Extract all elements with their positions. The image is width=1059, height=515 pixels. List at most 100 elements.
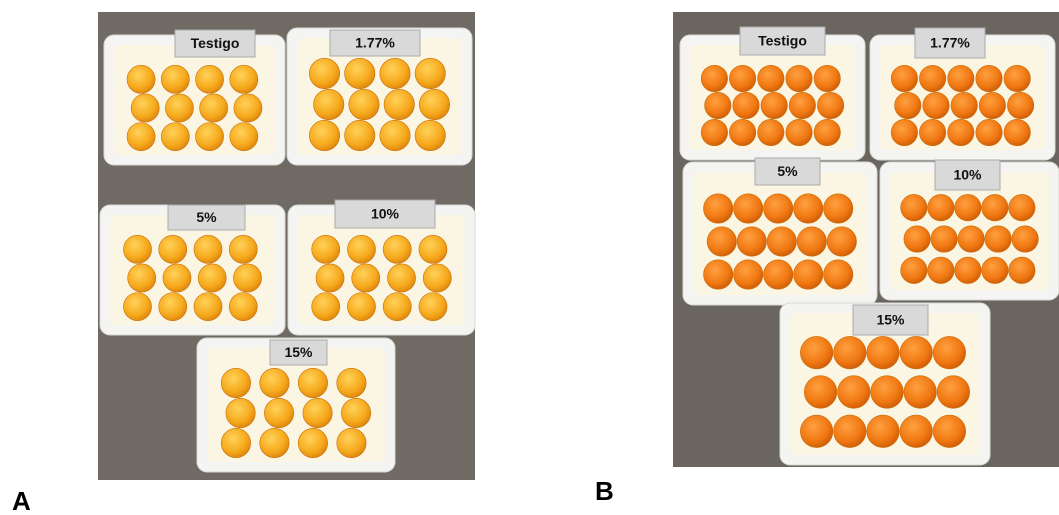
yolk: [817, 91, 845, 120]
yolk: [414, 58, 446, 89]
tray-label-box: [174, 29, 256, 58]
yolk: [766, 226, 797, 257]
tray-label-box: [739, 26, 826, 56]
tray-label-box: [914, 27, 986, 59]
yolk: [700, 64, 728, 93]
tray-label: 15%: [876, 312, 905, 328]
yolk: [229, 122, 259, 152]
yolk: [922, 91, 950, 120]
yolk: [732, 91, 760, 120]
tray-label: 10%: [953, 167, 982, 183]
yolk: [1007, 91, 1035, 120]
yolk: [160, 122, 190, 152]
yolk: [309, 58, 341, 89]
yolk: [309, 120, 341, 151]
yolk: [126, 122, 156, 152]
yolk: [228, 292, 258, 322]
yolk: [220, 427, 251, 458]
tray-label-box: [167, 204, 246, 231]
yolk: [259, 427, 290, 458]
yolk: [804, 375, 838, 409]
yolk: [785, 118, 813, 147]
yolk: [379, 120, 411, 151]
yolk: [703, 259, 734, 290]
yolk: [199, 93, 229, 123]
yolk: [336, 427, 367, 458]
yolk: [160, 64, 190, 94]
yolk: [706, 226, 737, 257]
yolk: [793, 259, 824, 290]
yolk: [347, 292, 376, 322]
yolk: [700, 118, 728, 147]
yolk: [297, 367, 328, 398]
yolk: [984, 225, 1012, 253]
panel: B Testigo 1.77% 5% 10% 15%: [595, 12, 1059, 506]
yolk: [311, 292, 341, 322]
yolk: [197, 263, 227, 293]
yolk: [900, 256, 928, 284]
yolk: [793, 193, 824, 224]
yolk: [418, 234, 448, 264]
yolk: [302, 397, 333, 428]
yolk: [736, 226, 767, 257]
yolk: [1011, 225, 1039, 253]
tray-label: 5%: [777, 163, 798, 179]
yolk: [165, 93, 194, 123]
yolk: [823, 193, 854, 224]
yolk: [930, 225, 958, 253]
yolk: [950, 91, 978, 120]
yolk: [932, 414, 966, 448]
yolk: [313, 89, 345, 120]
tray-label: 10%: [371, 206, 400, 222]
yolk: [229, 64, 259, 94]
yolk: [233, 263, 262, 293]
yolk: [264, 397, 295, 428]
yolk: [123, 234, 152, 264]
yolk: [127, 263, 157, 293]
yolk: [947, 118, 975, 147]
yolk: [351, 263, 381, 293]
yolk: [341, 397, 372, 428]
yolk: [900, 194, 928, 222]
yolk: [903, 375, 937, 409]
yolk: [981, 256, 1009, 284]
yolk: [823, 259, 854, 290]
yolk: [954, 256, 982, 284]
yolk: [894, 91, 922, 120]
yolk: [975, 118, 1003, 147]
yolk: [813, 118, 841, 147]
yolk: [981, 194, 1009, 222]
yolk: [932, 336, 966, 370]
yolk: [1008, 256, 1036, 284]
yolk: [348, 89, 380, 120]
yolk: [414, 120, 446, 151]
yolk: [760, 91, 788, 120]
yolk: [957, 225, 985, 253]
yolk: [826, 226, 857, 257]
yolk: [123, 292, 152, 322]
yolk: [315, 263, 345, 293]
yolk: [890, 118, 918, 147]
yolk: [382, 292, 412, 322]
tray-label: 1.77%: [355, 35, 395, 51]
yolk: [422, 263, 452, 293]
yolk: [947, 64, 975, 93]
yolk: [126, 64, 156, 94]
yolk: [788, 91, 816, 120]
tray-label: 5%: [196, 209, 217, 225]
tray-label: 15%: [284, 344, 313, 360]
yolk: [383, 89, 415, 120]
yolk: [382, 234, 412, 264]
yolk: [347, 234, 376, 264]
tray-label: Testigo: [758, 33, 807, 49]
tray-label-box: [754, 157, 821, 186]
yolk: [785, 64, 813, 93]
yolk: [259, 367, 290, 398]
yolk: [418, 89, 450, 120]
yolk: [418, 292, 448, 322]
yolk: [796, 226, 827, 257]
yolk: [379, 58, 411, 89]
yolk: [297, 427, 328, 458]
yolk: [936, 375, 970, 409]
